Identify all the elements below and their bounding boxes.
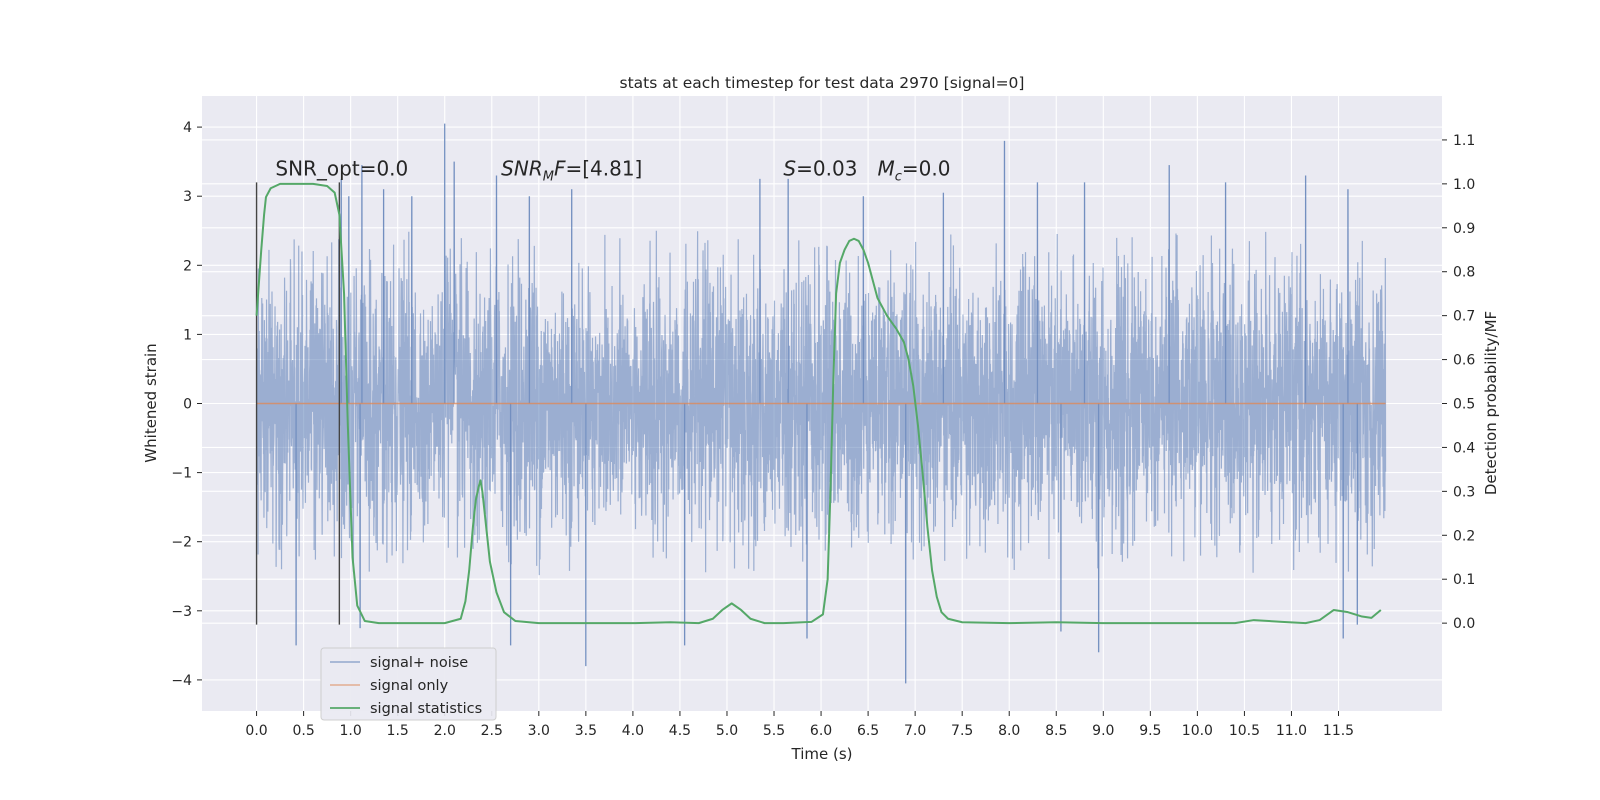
annotation-s: S=0.03 [783,156,857,180]
legend-label-signal-noise: signal+ noise [370,655,468,671]
series-signal-noise [255,123,1387,684]
annotation-snr-opt: SNR_opt=0.0 [275,156,408,180]
axis-ticks: 0.0 0.5 1.0 1.5 2.0 2.5 3.0 3.5 4.0 4.5 5.0 5.5 6.0 6… [171,120,1475,739]
y-left-tick-label-8: 4 [183,120,192,136]
x-tick-label-10: 5.0 [716,723,738,739]
y-left-tick-label-6: 2 [183,258,192,274]
x-tick-label-16: 8.0 [998,723,1020,739]
x-tick-label-11: 5.5 [763,723,785,739]
x-tick-label-6: 3.0 [528,723,550,739]
x-tick-label-1: 0.5 [292,723,314,739]
y-right-tick-label-0: 0.0 [1453,616,1475,632]
y-right-tick-label-8: 0.8 [1453,265,1475,281]
legend-label-signal-statistics: signal statistics [370,701,482,717]
x-tick-label-7: 3.5 [575,723,597,739]
annotation-mc: Mc=0.0 [878,156,951,184]
x-tick-label-3: 1.5 [387,723,409,739]
annotation-snr-mf: SNRMF=[4.81] [501,156,642,184]
y-right-tick-label-4: 0.4 [1453,440,1475,456]
y-right-tick-label-7: 0.7 [1453,309,1475,325]
y-left-tick-label-3: −1 [171,466,192,482]
y-left-tick-label-0: −4 [171,673,192,689]
y-right-tick-label-9: 0.9 [1453,221,1475,237]
x-tick-label-23: 11.5 [1323,723,1354,739]
x-tick-label-4: 2.0 [434,723,456,739]
y-right-tick-label-2: 0.2 [1453,528,1475,544]
x-axis-label: Time (s) [791,745,853,763]
legend-box [320,647,497,721]
y-axis-label-right: Detection probability/MF [1482,311,1500,495]
y-left-tick-label-1: −3 [171,604,192,620]
y-right-tick-label-3: 0.3 [1453,484,1475,500]
x-tick-label-18: 9.0 [1092,723,1114,739]
y-left-tick-label-7: 3 [183,189,192,205]
x-tick-label-5: 2.5 [481,723,503,739]
x-tick-label-15: 7.5 [951,723,973,739]
x-tick-label-14: 7.0 [904,723,926,739]
x-tick-label-0: 0.0 [245,723,267,739]
x-tick-label-20: 10.0 [1182,723,1213,739]
x-tick-label-2: 1.0 [340,723,362,739]
x-tick-label-12: 6.0 [810,723,832,739]
y-right-tick-label-5: 0.5 [1453,397,1475,413]
chart-title: stats at each timestep for test data 297… [620,74,1025,92]
y-left-tick-label-2: −2 [171,535,192,551]
y-left-tick-label-5: 1 [183,327,192,343]
y-right-tick-label-11: 1.1 [1453,133,1475,149]
y-right-tick-label-6: 0.6 [1453,353,1475,369]
y-right-tick-label-1: 0.1 [1453,572,1475,588]
x-tick-label-19: 9.5 [1139,723,1161,739]
y-left-tick-label-4: 0 [183,397,192,413]
annotations: SNR_opt=0.0 SNRMF=[4.81] S=0.03 Mc=0.0 [275,156,950,184]
x-tick-label-17: 8.5 [1045,723,1067,739]
series-lines [255,182,1386,625]
x-tick-label-9: 4.5 [669,723,691,739]
x-tick-label-22: 11.0 [1276,723,1307,739]
x-tick-label-8: 4.0 [622,723,644,739]
y-right-tick-label-10: 1.0 [1453,177,1475,193]
legend-label-signal-only: signal only [370,678,449,694]
y-axis-label-left: Whitened strain [142,343,160,462]
series-signal-statistics [255,182,1382,625]
legend: signal+ noise signal only signal statist… [320,647,497,721]
x-tick-label-13: 6.5 [857,723,879,739]
x-tick-label-21: 10.5 [1229,723,1260,739]
